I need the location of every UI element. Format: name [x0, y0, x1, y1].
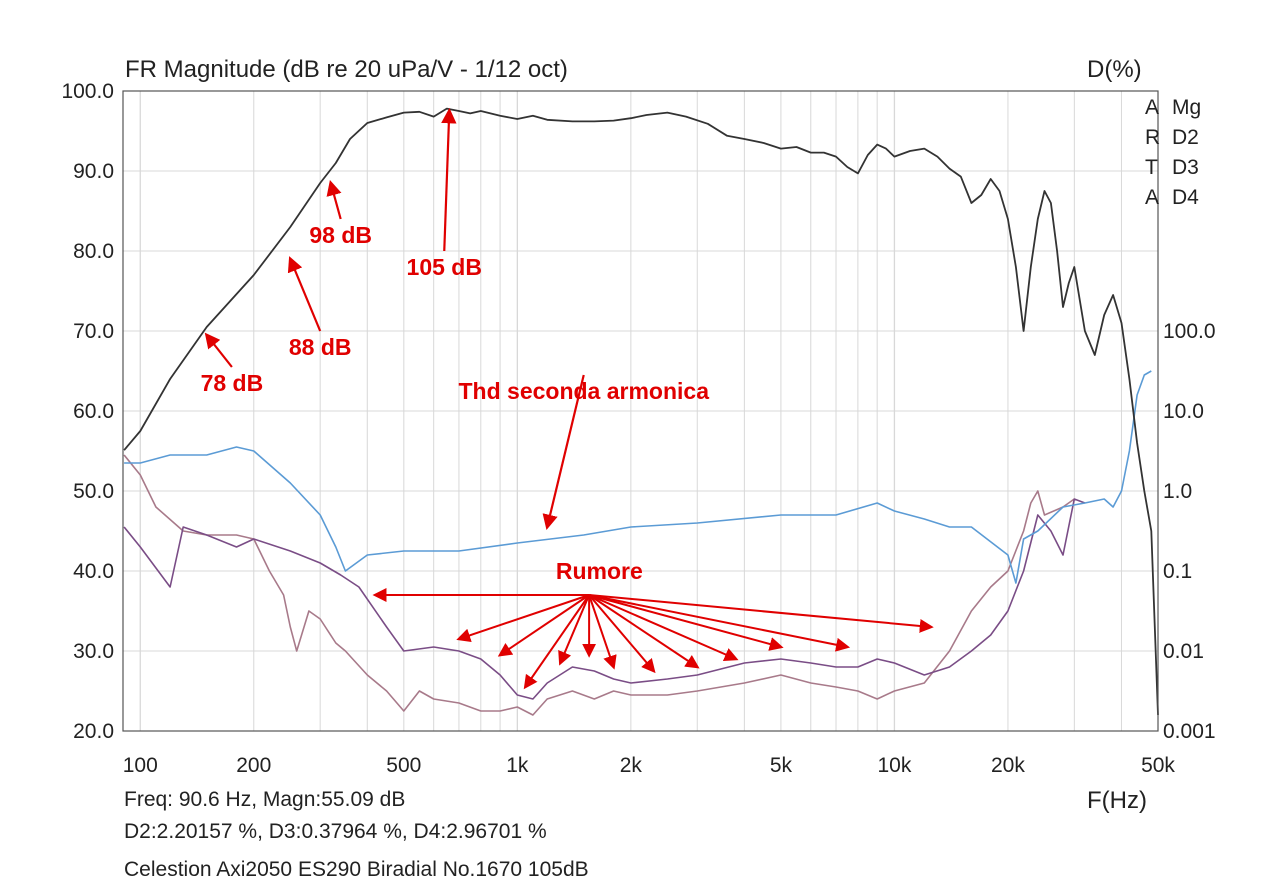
right-tick-label: 100.0 — [1163, 320, 1216, 343]
series-group — [123, 107, 1159, 716]
x-tick-label: 10k — [877, 754, 911, 777]
annotation-label: 78 dB — [201, 370, 264, 396]
legend-letter: A — [1145, 96, 1159, 119]
right-tick-label: 10.0 — [1163, 400, 1204, 423]
annotations: 78 dB 88 dB 98 dB 105 dB Thd seconda armonic… — [201, 107, 934, 690]
grid — [123, 91, 1159, 731]
y-tick-label: 50.0 — [73, 480, 114, 503]
right-axis-title: D(%) — [1087, 56, 1142, 83]
x-tick-label: 100 — [123, 754, 158, 777]
right-tick-label: 1.0 — [1163, 480, 1192, 503]
rumore-arrow — [588, 594, 656, 674]
annotation-label: 105 dB — [407, 254, 482, 280]
annotation-label: 98 dB — [309, 222, 372, 248]
plot-frame — [122, 90, 1159, 732]
rumore-arrow — [588, 594, 851, 652]
rumore-arrow — [588, 594, 617, 670]
rumore-arrow — [497, 594, 590, 657]
annotation-arrow — [326, 180, 342, 220]
series-line-d2 — [124, 370, 1152, 584]
series-line-d3 — [123, 454, 1075, 716]
legend-letter: R — [1145, 126, 1160, 149]
y-tick-label: 80.0 — [73, 240, 114, 263]
y-tick-label: 100.0 — [61, 80, 114, 103]
y-tick-labels: 100.0 90.0 80.0 70.0 60.0 50.0 40.0 30.0 20.0 — [61, 80, 114, 743]
legend-letter: A — [1145, 186, 1159, 209]
x-tick-label: 1k — [506, 754, 529, 777]
series-line-d4 — [123, 498, 1086, 700]
x-tick-label: 200 — [236, 754, 271, 777]
chart-caption: Celestion Axi2050 ES290 Biradial No.1670… — [124, 858, 589, 881]
series-line-mg — [123, 107, 1159, 716]
right-tick-label: 0.1 — [1163, 560, 1192, 583]
right-tick-label: 0.001 — [1163, 720, 1216, 743]
annotation-arrow — [542, 374, 585, 530]
chart-title: FR Magnitude (dB re 20 uPa/V - 1/12 oct) — [125, 56, 568, 83]
x-tick-labels: 100 200 500 1k 2k 5k 10k 20k 50k — [123, 754, 1176, 777]
rumore-arrow — [558, 594, 591, 666]
y-tick-label: 70.0 — [73, 320, 114, 343]
x-tick-label: 5k — [770, 754, 793, 777]
legend-label: D3 — [1172, 156, 1199, 179]
y-tick-label: 60.0 — [73, 400, 114, 423]
x-tick-label: 50k — [1141, 754, 1175, 777]
cursor-readout: Freq: 90.6 Hz, Magn:55.09 dB — [124, 788, 406, 811]
right-tick-labels: 100.0 10.0 1.0 0.1 0.01 0.001 — [1163, 320, 1216, 743]
rumore-arrow — [523, 594, 590, 690]
right-tick-label: 0.01 — [1163, 640, 1204, 663]
y-tick-label: 40.0 — [73, 560, 114, 583]
annotation-arrow — [204, 332, 233, 368]
x-tick-label: 500 — [386, 754, 421, 777]
rumore-arrow — [588, 594, 700, 669]
y-tick-label: 90.0 — [73, 160, 114, 183]
annotation-label-rumore: Rumore — [556, 558, 643, 584]
y-tick-label: 30.0 — [73, 640, 114, 663]
rumore-arrow — [456, 594, 590, 643]
annotation-label: 88 dB — [289, 334, 352, 360]
rumore-arrow — [588, 594, 784, 651]
x-tick-label: 20k — [991, 754, 1025, 777]
distortion-readout: D2:2.20157 %, D3:0.37964 %, D4:2.96701 % — [124, 820, 547, 843]
legend-letter: T — [1145, 156, 1158, 179]
y-tick-label: 20.0 — [73, 720, 114, 743]
legend: A Mg R D2 T D3 A D4 — [1145, 96, 1201, 209]
x-tick-label: 2k — [620, 754, 643, 777]
rumore-arrow — [588, 594, 739, 661]
x-axis-label: F(Hz) — [1087, 787, 1147, 814]
annotation-label: Thd seconda armonica — [458, 378, 709, 404]
annotation-arrow — [441, 107, 457, 252]
legend-label: Mg — [1172, 96, 1201, 119]
annotation-arrow — [287, 256, 322, 332]
rumore-arrow — [589, 594, 934, 633]
legend-label: D4 — [1172, 186, 1199, 209]
legend-label: D2 — [1172, 126, 1199, 149]
